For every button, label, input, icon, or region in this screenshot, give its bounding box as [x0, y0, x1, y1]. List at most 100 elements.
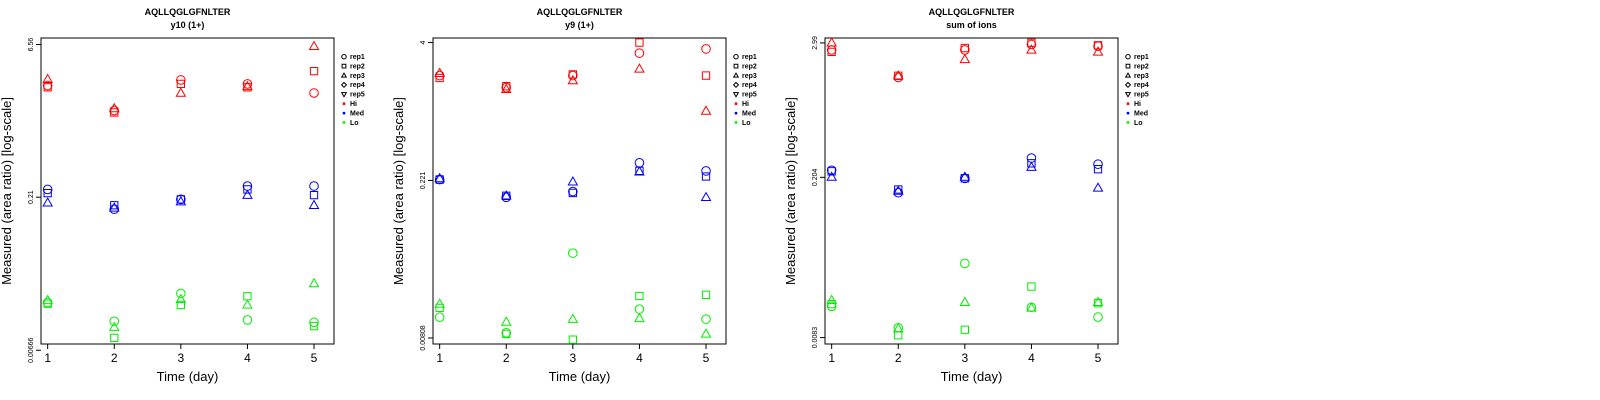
data-point-hi-rep1-day3 — [960, 45, 970, 55]
data-point-hi-rep2-day1 — [43, 83, 52, 92]
data-point-hi-rep2-day4 — [635, 38, 644, 47]
x-tick-label: 4 — [1028, 351, 1035, 365]
legend-marker-rep4 — [340, 81, 348, 89]
data-point-lo-rep3-day5 — [1092, 296, 1104, 307]
data-point-hi-rep2-day2 — [502, 82, 511, 91]
x-tick-label: 4 — [244, 351, 251, 365]
data-point-med-rep2-day1 — [827, 167, 836, 176]
legend-marker-rep3 — [1124, 72, 1132, 78]
data-point-med-rep3-day4 — [242, 189, 253, 199]
data-point-lo-rep3-day4 — [1026, 302, 1037, 312]
legend-dot-hi — [342, 102, 346, 106]
data-point-hi-rep2-day5 — [1093, 41, 1103, 50]
legend-marker-rep5 — [1124, 92, 1132, 98]
data-point-med-rep1-day3 — [568, 186, 578, 197]
legend-label-rep1: rep1 — [742, 54, 757, 61]
data-point-lo-rep2-day1 — [827, 299, 836, 309]
legend: rep1 rep2 rep3 rep4 rep5 Hi Med Lo — [1124, 54, 1149, 127]
data-point-lo-rep2-day1 — [43, 299, 52, 308]
data-point-hi-rep3-day2 — [500, 83, 512, 93]
data-point-lo-rep1-day5 — [1093, 312, 1103, 322]
data-point-hi-rep1-day2 — [893, 72, 904, 83]
data-point-lo-rep2-day2 — [894, 331, 903, 340]
data-point-lo-rep2-day4 — [243, 292, 252, 301]
x-tick-label: 5 — [311, 351, 318, 365]
y-tick-label: 6.56 — [28, 38, 35, 52]
data-point-hi-rep3-day3 — [567, 74, 579, 85]
data-point-hi-rep2-day3 — [960, 43, 969, 53]
y-tick-label: 0.21 — [28, 190, 35, 204]
data-points — [42, 40, 320, 343]
x-tick-label: 5 — [703, 351, 710, 365]
legend-marker-rep3 — [340, 72, 348, 78]
data-point-lo-rep2-day5 — [309, 321, 319, 331]
legend-label-rep4: rep4 — [742, 82, 757, 89]
legend-label-med: Med — [350, 110, 364, 117]
data-point-hi-rep2-day2 — [110, 108, 119, 117]
data-point-hi-rep2-day1 — [827, 47, 836, 57]
legend-dot-lo — [1126, 121, 1130, 124]
x-axis-title: Time (day) — [549, 369, 611, 384]
data-point-med-rep2-day5 — [701, 172, 711, 181]
data-point-lo-rep1-day1 — [42, 297, 53, 308]
legend-marker-rep1 — [733, 54, 739, 60]
data-point-lo-rep2-day4 — [1027, 282, 1036, 291]
data-points — [434, 38, 712, 344]
data-point-lo-rep1-day3 — [176, 288, 186, 299]
data-point-lo-rep2-day1 — [435, 303, 444, 313]
data-point-med-rep2-day1 — [43, 188, 52, 198]
data-point-med-rep2-day3 — [960, 174, 969, 183]
y-tick-label: 2.99 — [812, 36, 819, 50]
legend-label-rep2: rep2 — [742, 63, 757, 70]
data-point-med-rep2-day5 — [309, 190, 319, 200]
data-point-med-rep1-day5 — [1093, 159, 1103, 170]
chart-panel-1: AQLLQGLGFNLTER y10 (1+) 1 2 3 4 5 Time (day) 6.5… — [0, 7, 365, 384]
data-point-lo-rep2-day2 — [502, 329, 511, 339]
data-point-med-rep3-day5 — [700, 191, 712, 202]
data-point-hi-rep1-day3 — [568, 70, 578, 81]
legend-label-rep3: rep3 — [350, 73, 365, 80]
x-tick-label: 3 — [569, 351, 576, 365]
data-point-med-rep3-day4 — [1026, 161, 1037, 171]
data-point-med-rep3-day3 — [175, 195, 187, 206]
data-point-med-rep3-day5 — [1092, 182, 1104, 192]
data-point-med-rep3-day1 — [826, 171, 838, 181]
chart-panel-3: AQLLQGLGFNLTER sum of ions 1 2 3 4 5 Time (day)… — [783, 7, 1149, 384]
legend-marker-rep4 — [732, 81, 740, 89]
data-point-hi-rep3-day3 — [175, 87, 187, 97]
legend-label-lo: Lo — [1134, 120, 1143, 127]
legend-label-hi: Hi — [350, 101, 357, 108]
x-tick-label: 4 — [636, 351, 643, 365]
data-point-med-rep3-day1 — [42, 197, 54, 207]
legend-marker-rep5 — [732, 92, 740, 98]
data-point-med-rep1-day4 — [634, 158, 645, 168]
legend-marker-rep1 — [341, 54, 347, 60]
legend-label-rep2: rep2 — [350, 63, 365, 70]
data-point-lo-rep2-day5 — [701, 290, 711, 299]
data-point-med-rep3-day2 — [892, 185, 904, 195]
data-point-med-rep3-day4 — [634, 166, 645, 176]
data-point-hi-rep1-day4 — [242, 79, 253, 89]
y-tick-label: 0.0083 — [812, 327, 819, 349]
data-point-hi-rep3-day3 — [959, 53, 971, 64]
data-point-lo-rep2-day3 — [960, 325, 969, 334]
legend-label-med: Med — [1134, 110, 1148, 117]
x-tick-label: 1 — [828, 351, 835, 365]
data-point-med-rep1-day2 — [501, 192, 512, 203]
data-point-hi-rep3-day1 — [826, 37, 838, 47]
x-tick-label: 5 — [1095, 351, 1102, 365]
legend-label-lo: Lo — [350, 120, 359, 127]
legend-marker-rep1 — [1125, 54, 1131, 60]
x-tick-label: 3 — [177, 351, 184, 365]
plot-frame — [432, 37, 727, 345]
data-point-hi-rep1-day4 — [634, 48, 645, 58]
data-point-lo-rep3-day4 — [242, 299, 253, 309]
data-point-hi-rep1-day5 — [701, 44, 711, 54]
legend-dot-lo — [734, 121, 738, 124]
data-point-med-rep3-day1 — [434, 172, 446, 183]
data-point-lo-rep3-day5 — [700, 328, 712, 338]
plot-frame — [40, 37, 335, 345]
data-point-hi-rep2-day3 — [568, 70, 577, 79]
data-point-hi-rep2-day4 — [1027, 38, 1036, 47]
